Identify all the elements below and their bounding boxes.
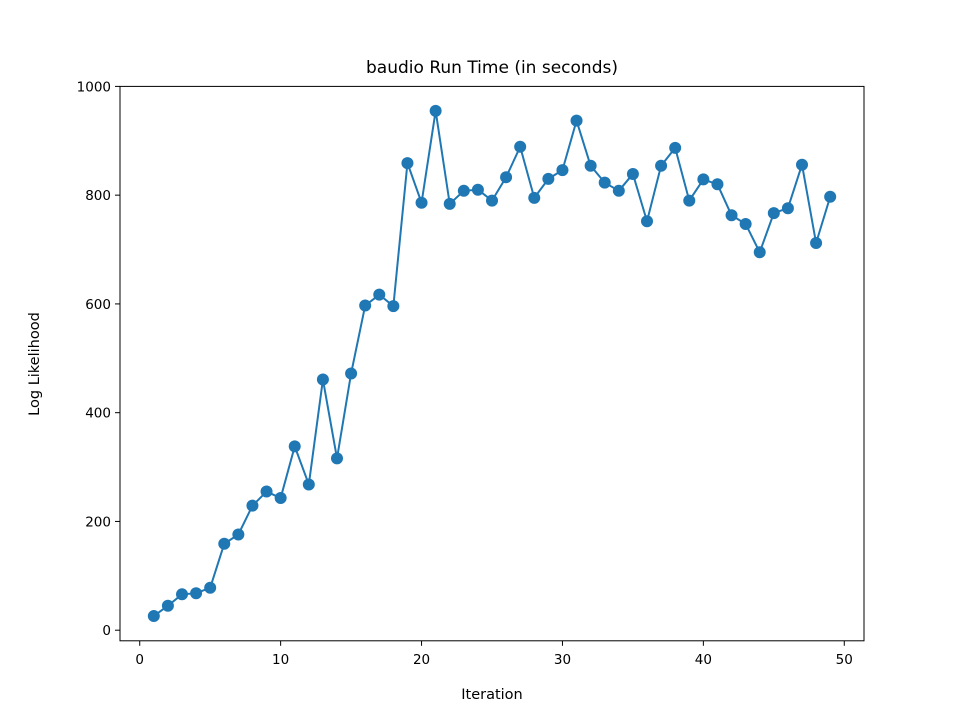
y-axis: 0 200 400 600 800 1000: [77, 79, 120, 639]
data-point: [260, 485, 273, 498]
x-tick-label: 10: [272, 652, 289, 668]
data-point: [796, 158, 808, 171]
y-tick-label: 400: [85, 406, 111, 422]
data-point: [753, 246, 766, 259]
data-point: [161, 599, 174, 612]
data-point: [401, 157, 414, 170]
data-point: [443, 197, 456, 210]
data-point: [556, 164, 569, 177]
data-point: [655, 159, 668, 172]
data-point: [429, 104, 442, 117]
y-axis-label: Log Likelihood: [27, 312, 43, 416]
data-point: [781, 202, 794, 215]
data-point: [373, 288, 386, 301]
data-point: [626, 167, 639, 180]
y-tick-label: 600: [85, 297, 111, 313]
data-point: [697, 173, 710, 186]
x-axis: 0 10 20 30 40 50: [135, 640, 853, 668]
data-point: [471, 183, 484, 196]
data-point: [500, 171, 513, 184]
data-point: [232, 528, 245, 541]
data-point: [302, 478, 315, 491]
y-tick-label: 800: [85, 188, 111, 204]
x-tick-label: 20: [413, 652, 430, 668]
data-point: [218, 537, 231, 550]
y-tick-label: 200: [85, 514, 111, 530]
series-line: [153, 109, 832, 617]
x-axis-label: Iteration: [461, 687, 523, 703]
data-point: [246, 499, 259, 512]
data-point: [725, 209, 738, 222]
data-point: [204, 581, 217, 594]
data-point: [739, 217, 752, 230]
data-point: [767, 207, 780, 220]
data-point: [345, 367, 358, 380]
data-point: [486, 194, 498, 207]
data-point: [415, 196, 428, 209]
data-point: [190, 587, 203, 600]
data-point: [612, 184, 625, 197]
data-point: [824, 190, 837, 203]
data-point: [810, 237, 823, 250]
data-point: [584, 159, 597, 172]
data-point: [528, 191, 541, 204]
data-point: [457, 184, 470, 197]
plot-area: [147, 104, 837, 623]
data-point: [316, 373, 329, 386]
y-tick-label: 1000: [77, 79, 111, 95]
data-point: [176, 588, 188, 601]
data-point: [711, 178, 724, 191]
data-point: [570, 114, 583, 127]
y-tick-label: 0: [102, 623, 111, 639]
data-point: [288, 440, 301, 453]
data-point: [147, 610, 160, 623]
data-point: [514, 140, 527, 153]
x-tick-label: 50: [836, 652, 853, 668]
data-point: [359, 299, 372, 312]
data-point: [274, 492, 287, 505]
x-tick-label: 40: [695, 652, 712, 668]
plot-frame: [119, 85, 865, 642]
x-tick-label: 0: [135, 652, 144, 668]
x-tick-label: 30: [554, 652, 571, 668]
data-point: [331, 452, 343, 465]
data-point: [683, 194, 696, 207]
chart-title: baudio Run Time (in seconds): [366, 58, 618, 78]
data-point: [598, 176, 611, 189]
data-point: [669, 141, 682, 154]
data-point: [542, 172, 555, 185]
data-point: [387, 300, 400, 313]
data-point: [641, 215, 653, 228]
